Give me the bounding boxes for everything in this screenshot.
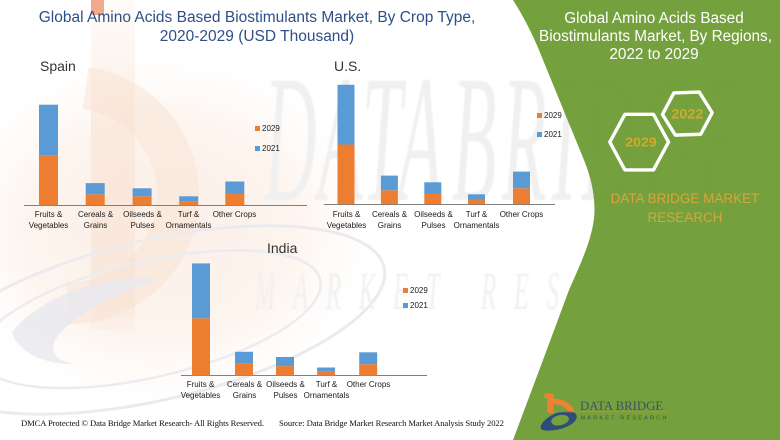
svg-text:2022: 2022	[671, 107, 703, 122]
svg-text:2029: 2029	[625, 135, 656, 150]
svg-text:MARKET RESEARCH: MARKET RESEARCH	[581, 416, 669, 422]
svg-text:DATA BRIDGE: DATA BRIDGE	[580, 399, 663, 413]
